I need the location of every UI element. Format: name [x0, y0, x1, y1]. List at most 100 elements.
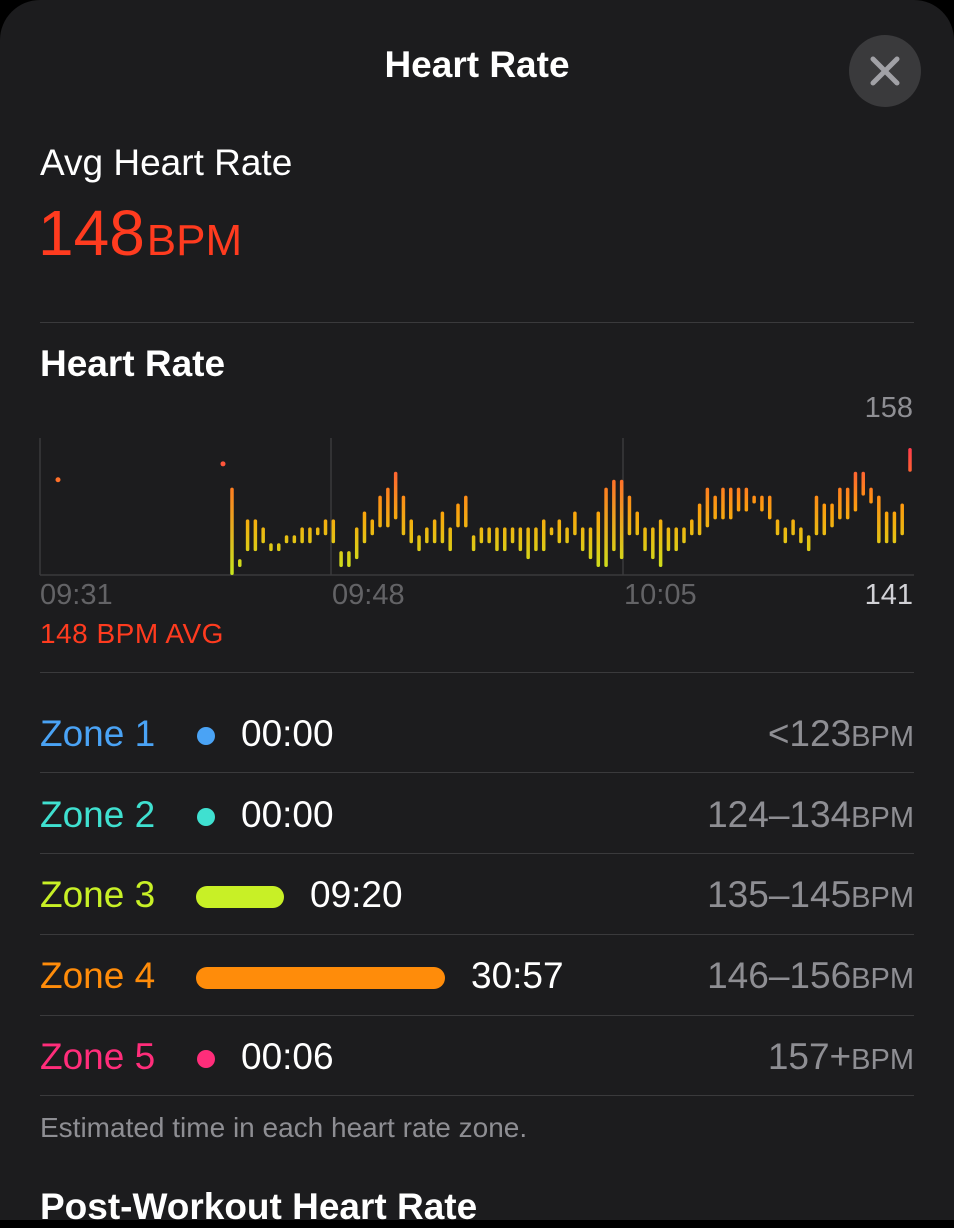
heart-rate-range-bar — [456, 503, 460, 528]
chart-title: Heart Rate — [40, 343, 226, 384]
heart-rate-range-bar — [464, 495, 468, 528]
heart-rate-range-bar — [308, 527, 312, 544]
heart-rate-range-bar — [729, 487, 733, 520]
divider — [40, 1015, 914, 1016]
zone-range-value: 157+ — [767, 1036, 852, 1077]
heart-rate-range-bar — [378, 495, 382, 528]
heart-rate-range-bar — [565, 527, 569, 544]
zone-range: 135–145BPM — [707, 874, 914, 916]
heart-rate-range-bar — [690, 519, 694, 536]
zone-time: 09:20 — [310, 874, 403, 915]
heart-rate-range-bar — [643, 527, 647, 552]
zone-range: <123BPM — [768, 713, 914, 755]
heart-rate-range-bar — [884, 511, 889, 544]
heart-rate-range-bar — [651, 527, 655, 560]
zone-range-value: 146–156 — [707, 955, 852, 996]
heart-rate-range-bar — [814, 495, 819, 536]
heart-rate-sample-dot — [55, 477, 61, 483]
chart-max-label: 158 — [864, 392, 913, 424]
heart-rate-range-bar — [417, 535, 421, 552]
heart-rate-range-bar — [596, 511, 601, 568]
heart-rate-range-bar — [674, 527, 678, 552]
close-button[interactable] — [849, 35, 921, 107]
x-tick-label: 09:31 — [40, 579, 113, 611]
zone-name: Zone 4 — [40, 955, 156, 996]
heart-rate-range-bar — [845, 487, 850, 520]
chart-avg-caption: 148 BPM AVG — [40, 618, 224, 649]
zone-range: 157+BPM — [768, 1036, 914, 1078]
heart-rate-range-bar — [300, 527, 304, 544]
zone-range-value: <123 — [767, 713, 852, 754]
zone-row-5: Zone 5 00:06 157+BPM — [40, 1018, 914, 1098]
avg-heart-rate-value: 148BPM — [38, 196, 242, 270]
heart-rate-range-bar — [892, 511, 897, 544]
heart-rate-range-bar — [479, 527, 484, 544]
zone-range-unit: BPM — [851, 963, 914, 995]
sheet-title: Heart Rate — [384, 44, 570, 85]
heart-rate-range-bar — [682, 527, 686, 544]
heart-rate-range-bar — [331, 519, 336, 544]
heart-rate-range-bar — [838, 487, 842, 520]
heart-rate-range-bar — [315, 527, 320, 536]
heart-rate-range-bar — [549, 527, 554, 536]
heart-rate-range-bar — [908, 447, 912, 472]
chart-min-label: 141 — [864, 579, 913, 611]
zone-row-1: Zone 1 00:00 <123BPM — [40, 695, 914, 775]
heart-rate-range-bar — [401, 495, 406, 536]
heart-rate-range-bar — [354, 527, 359, 560]
heart-rate-range-bar — [822, 503, 827, 536]
heart-rate-range-bar — [775, 519, 780, 536]
zone-range-unit: BPM — [851, 882, 914, 914]
heart-rate-range-bar — [588, 527, 593, 560]
heart-rate-range-bar — [393, 471, 398, 520]
zone-range-value: 135–145 — [707, 874, 852, 915]
zone-time-bar — [196, 967, 445, 989]
heart-rate-range-bar — [806, 535, 811, 552]
heart-rate-range-bar — [736, 487, 741, 512]
zone-row-2: Zone 2 00:00 124–134BPM — [40, 776, 914, 856]
heart-rate-range-bar — [877, 495, 881, 544]
heart-rate-range-bar — [261, 527, 265, 544]
zone-time-bar — [196, 886, 284, 908]
zone-indicator-dot — [197, 727, 215, 745]
heart-rate-range-bar — [339, 551, 343, 568]
heart-rate-range-bar — [635, 511, 639, 536]
zone-name: Zone 3 — [40, 874, 156, 915]
heart-rate-chart[interactable] — [0, 430, 954, 580]
zone-row-4: Zone 4 30:57 146–156BPM — [40, 937, 914, 1017]
heart-rate-range-bar — [760, 495, 764, 512]
divider — [40, 322, 914, 323]
close-icon — [870, 56, 900, 86]
heart-rate-range-bar — [604, 487, 608, 568]
heart-rate-range-bar — [510, 527, 515, 544]
zone-name: Zone 2 — [40, 794, 156, 835]
heart-rate-range-bar — [269, 543, 273, 552]
heart-rate-range-bar — [705, 487, 710, 528]
heart-rate-range-bar — [471, 535, 476, 552]
heart-rate-range-bar — [284, 535, 289, 544]
zone-range-unit: BPM — [851, 1044, 914, 1076]
heart-rate-range-bar — [425, 527, 429, 544]
heart-rate-range-bar — [580, 527, 585, 552]
heart-rate-range-bar — [518, 527, 523, 552]
heart-rate-range-bar — [573, 511, 577, 536]
heart-rate-range-bar — [526, 527, 530, 560]
heart-rate-range-bar — [495, 527, 499, 552]
heart-rate-range-bar — [440, 511, 445, 544]
zone-range-value: 124–134 — [707, 794, 852, 835]
heart-rate-range-bar — [347, 551, 351, 568]
heart-rate-range-bar — [612, 479, 616, 552]
heart-rate-range-bar — [245, 519, 250, 552]
heart-rate-range-bar — [853, 471, 858, 512]
heart-rate-range-bar — [721, 487, 725, 520]
heart-rate-range-bar — [619, 479, 624, 560]
divider — [40, 934, 914, 935]
avg-heart-rate-number: 148 — [38, 197, 145, 269]
next-section-title: Post-Workout Heart Rate — [40, 1186, 478, 1227]
heart-rate-range-bar — [230, 487, 234, 575]
zone-range: 124–134BPM — [707, 794, 914, 836]
heart-rate-range-bar — [869, 487, 873, 504]
heart-rate-range-bar — [386, 487, 390, 528]
zone-name: Zone 5 — [40, 1036, 156, 1077]
heart-rate-range-bar — [292, 535, 297, 544]
